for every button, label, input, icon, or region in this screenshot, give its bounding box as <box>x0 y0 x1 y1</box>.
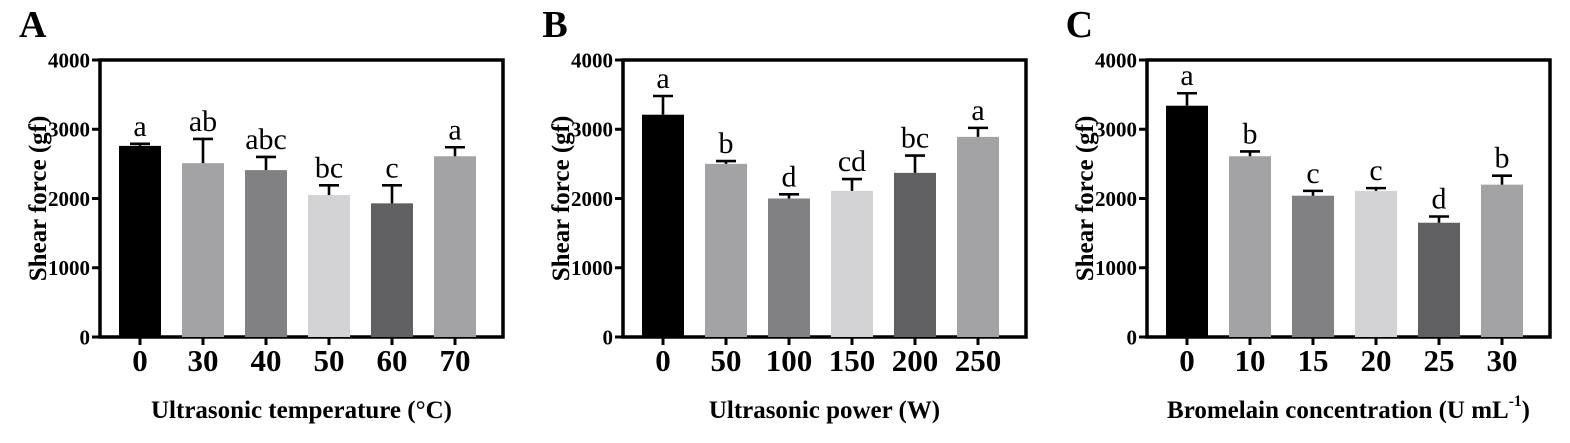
x-axis-title: Ultrasonic temperature (°C) <box>151 397 452 424</box>
x-axis-title: Bromelain concentration (U mL-1) <box>1167 393 1530 424</box>
x-tick-label: 100 <box>766 343 812 378</box>
significance-letter: c <box>1369 154 1382 187</box>
significance-letter: b <box>719 127 734 160</box>
significance-letter: ab <box>189 105 217 138</box>
x-tick-label: 200 <box>892 343 938 378</box>
y-tick-label: 1000 <box>48 256 90 280</box>
bar-chart-ultrasonic-power: 0 1000 2000 3000 4000 a 0 b 50 d 100 cd 150 bc 200 a 250… <box>548 49 1029 424</box>
bar <box>307 195 350 337</box>
y-tick-label: 3000 <box>48 118 90 142</box>
bar <box>244 170 287 337</box>
y-tick-label: 1000 <box>1095 256 1137 280</box>
significance-letter: d <box>1431 183 1446 216</box>
x-tick-label: 0 <box>656 343 672 378</box>
x-tick-label: 70 <box>440 343 471 378</box>
y-tick-label: 4000 <box>571 49 613 73</box>
significance-letter: cd <box>838 145 866 178</box>
x-tick-label: 25 <box>1423 343 1454 378</box>
bar <box>433 156 476 337</box>
significance-letter: bc <box>315 151 343 184</box>
x-axis-title: Ultrasonic power (W) <box>709 397 940 424</box>
y-tick-label: 3000 <box>571 118 613 142</box>
panel-a: A 0 1000 2000 3000 4000 a 0 ab 30 abc 40 bc 50 c 60 a 70… <box>0 0 523 443</box>
y-axis-title: Shear force (gf) <box>25 116 52 282</box>
significance-letter: a <box>657 62 670 95</box>
y-tick-label: 4000 <box>1095 49 1137 73</box>
bar <box>831 190 874 337</box>
x-tick-label: 15 <box>1297 343 1328 378</box>
x-tick-label: 30 <box>1486 343 1517 378</box>
y-tick-label: 2000 <box>1095 187 1137 211</box>
y-axis-title: Shear force (gf) <box>548 116 575 282</box>
bar <box>1480 184 1523 337</box>
bar <box>181 163 224 337</box>
bar <box>1228 156 1271 337</box>
panel-c: C 0 1000 2000 3000 4000 a 0 b 10 c 15 c 20 d 25 b 30 Brom… <box>1047 0 1570 443</box>
x-tick-label: 250 <box>955 343 1001 378</box>
x-tick-label: 150 <box>829 343 875 378</box>
bar <box>705 163 748 337</box>
y-tick-label: 4000 <box>48 49 90 73</box>
x-tick-label: 60 <box>377 343 408 378</box>
x-tick-label: 40 <box>251 343 282 378</box>
bar <box>768 198 811 337</box>
significance-letter: b <box>1494 142 1509 175</box>
panel-c-label: C <box>1065 4 1094 46</box>
bar-chart-ultrasonic-temperature: 0 1000 2000 3000 4000 a 0 ab 30 abc 40 bc 50 c 60 a 70 Ul… <box>25 49 505 424</box>
bar <box>118 145 161 337</box>
significance-letter: a <box>448 113 461 146</box>
y-axis-title: Shear force (gf) <box>1072 116 1099 282</box>
significance-letter: d <box>782 160 797 193</box>
x-tick-label: 20 <box>1360 343 1391 378</box>
bar <box>1354 190 1397 337</box>
panel-b-label: B <box>542 4 568 46</box>
y-tick-label: 0 <box>1126 325 1137 349</box>
x-tick-label: 50 <box>314 343 345 378</box>
bar <box>1291 195 1334 337</box>
bar <box>1165 105 1208 337</box>
bar <box>957 136 1000 337</box>
y-tick-label: 0 <box>79 325 90 349</box>
significance-letter: b <box>1242 117 1257 150</box>
significance-letter: abc <box>245 123 287 156</box>
bar <box>370 203 413 337</box>
significance-letter: bc <box>901 122 929 155</box>
significance-letter: c <box>385 151 398 184</box>
significance-letter: a <box>972 94 985 127</box>
x-tick-label: 0 <box>1179 343 1195 378</box>
bar-chart-bromelain-concentration: 0 1000 2000 3000 4000 a 0 b 10 c 15 c 20 d 25 b 30 Bromel… <box>1072 49 1552 424</box>
y-tick-label: 2000 <box>571 187 613 211</box>
y-tick-label: 3000 <box>1095 118 1137 142</box>
panel-a-label: A <box>19 4 47 46</box>
significance-letter: c <box>1306 157 1319 190</box>
bar <box>894 172 937 337</box>
panel-b: B 0 1000 2000 3000 4000 a 0 b 50 d 100 cd 150 bc 200 a 2… <box>523 0 1046 443</box>
x-tick-label: 30 <box>188 343 219 378</box>
significance-letter: a <box>1180 59 1193 92</box>
significance-letter: a <box>133 110 146 143</box>
bar <box>642 114 685 337</box>
y-tick-label: 2000 <box>48 187 90 211</box>
x-tick-label: 10 <box>1234 343 1265 378</box>
y-tick-label: 1000 <box>571 256 613 280</box>
x-tick-label: 0 <box>132 343 148 378</box>
y-tick-label: 0 <box>603 325 614 349</box>
x-tick-label: 50 <box>711 343 742 378</box>
bar <box>1417 222 1460 337</box>
